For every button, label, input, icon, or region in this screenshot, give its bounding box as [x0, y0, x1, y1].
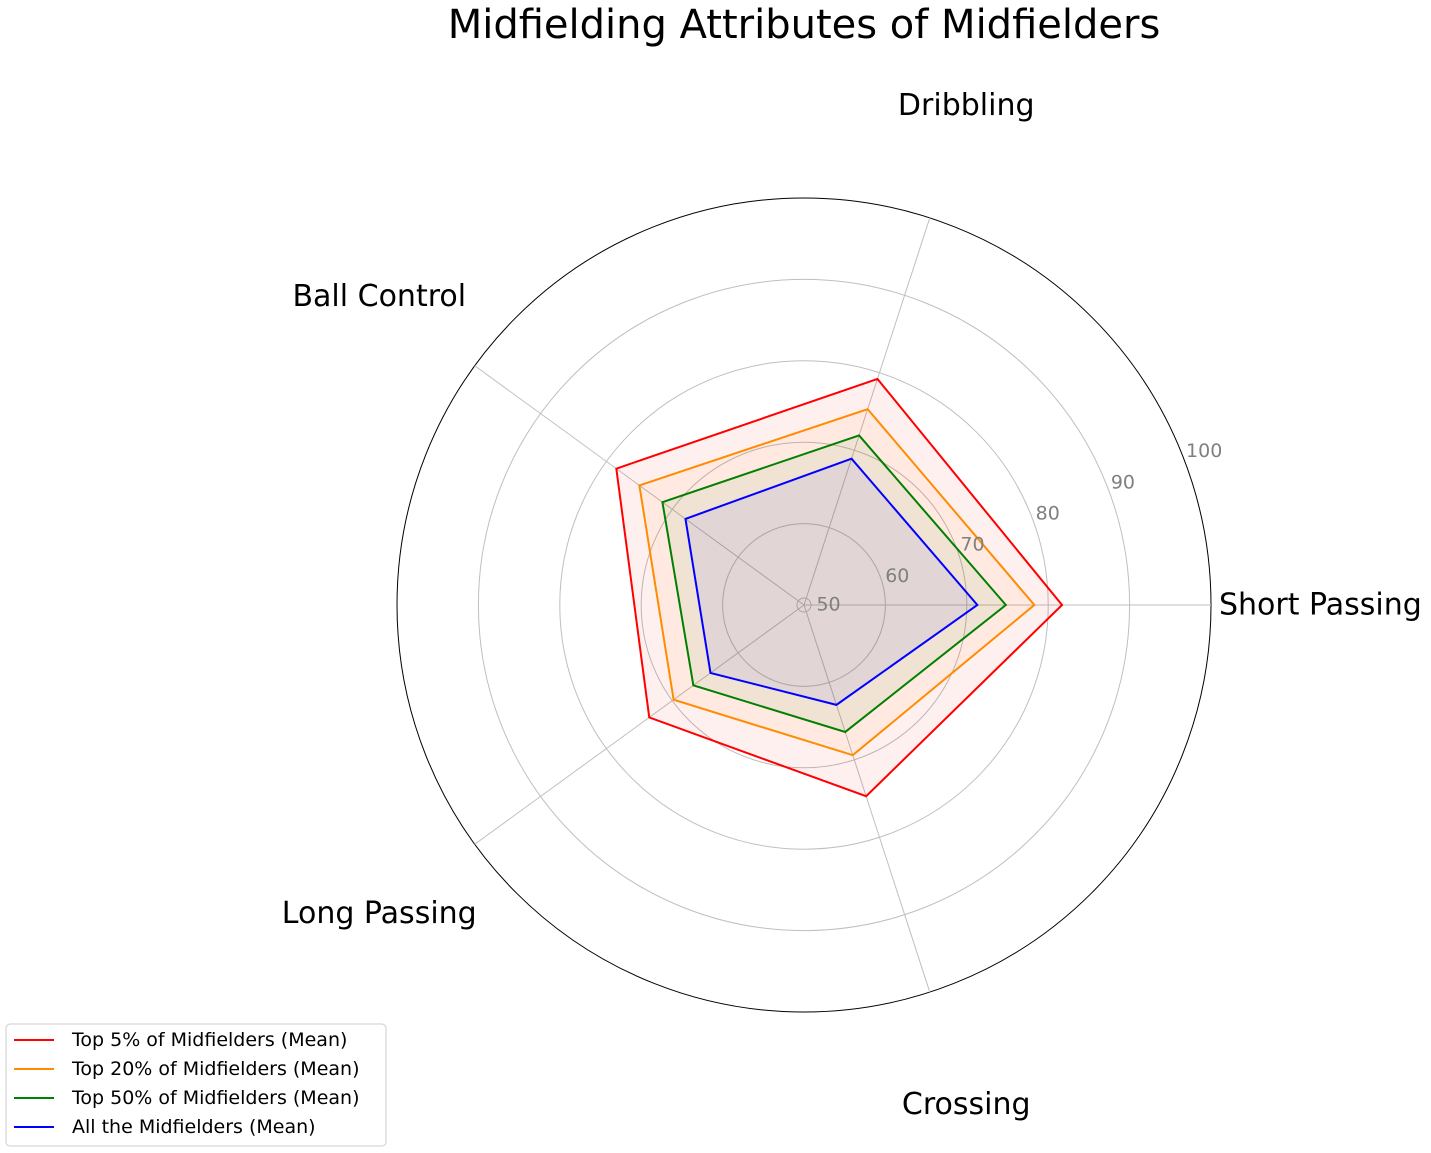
axis-spoke	[474, 604, 805, 845]
series-area	[639, 409, 1035, 756]
chart-title: Midfielding Attributes of Midfielders	[448, 2, 1161, 48]
tick-label: 80	[1036, 503, 1060, 525]
radar-grid	[396, 197, 1212, 1013]
category-label: Ball Control	[292, 279, 466, 314]
tick-label: 60	[885, 565, 909, 587]
legend-label: Top 50% of Midfielders (Mean)	[71, 1087, 360, 1109]
axis-spoke	[803, 604, 931, 993]
series-line	[684, 457, 979, 706]
tick-label: 100	[1186, 440, 1222, 462]
category-labels: Short Passing Dribbling Ball Control Long P…	[282, 88, 1422, 1122]
series-area	[616, 378, 1063, 797]
legend-box	[5, 1023, 387, 1147]
legend-label: Top 20% of Midfielders (Mean)	[71, 1058, 360, 1080]
legend-label: All the Midfielders (Mean)	[72, 1116, 316, 1138]
category-label: Crossing	[902, 1087, 1031, 1122]
radial-tick-labels: 50 60 70 80 90 100	[816, 440, 1222, 615]
legend: Top 5% of Midfielders (Mean) Top 20% of M…	[5, 1023, 387, 1147]
axis-spoke	[803, 217, 931, 606]
category-label: Short Passing	[1219, 588, 1422, 623]
series-line	[615, 377, 1064, 798]
radar-series	[615, 377, 1064, 798]
category-label: Dribbling	[898, 88, 1035, 123]
legend-label: Top 5% of Midfielders (Mean)	[71, 1029, 347, 1051]
tick-label: 50	[816, 593, 840, 615]
series-area	[662, 435, 1006, 732]
category-label: Long Passing	[282, 896, 477, 931]
tick-label: 90	[1111, 471, 1135, 493]
series-line	[661, 434, 1008, 734]
tick-label: 70	[960, 534, 984, 556]
series-line	[638, 407, 1036, 757]
